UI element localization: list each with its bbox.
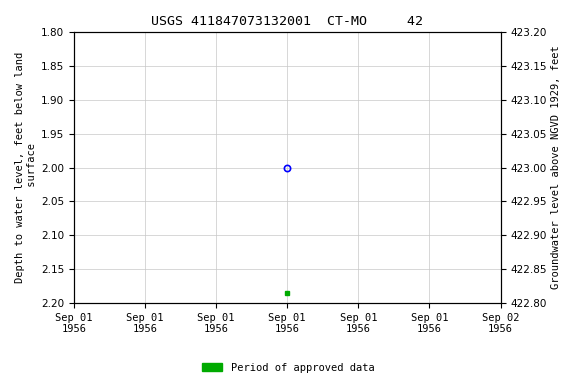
Title: USGS 411847073132001  CT-MO     42: USGS 411847073132001 CT-MO 42: [151, 15, 423, 28]
Y-axis label: Groundwater level above NGVD 1929, feet: Groundwater level above NGVD 1929, feet: [551, 46, 561, 290]
Y-axis label: Depth to water level, feet below land
 surface: Depth to water level, feet below land su…: [15, 52, 37, 283]
Legend: Period of approved data: Period of approved data: [198, 359, 378, 377]
